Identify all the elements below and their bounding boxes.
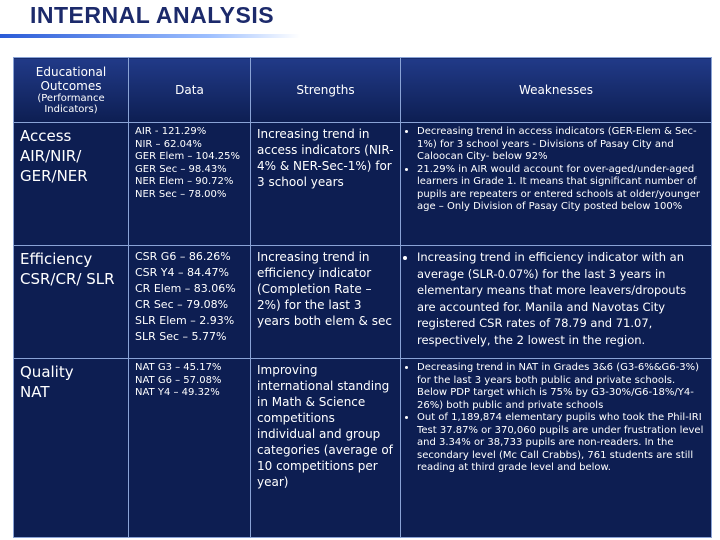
data-line: AIR - 121.29% bbox=[135, 126, 207, 137]
weakness-list: Decreasing trend in access indicators (G… bbox=[407, 126, 705, 214]
data-line: NAT G3 – 45.17% bbox=[135, 362, 222, 373]
outcome-line: Efficiency bbox=[20, 250, 93, 268]
weakness-item: Out of 1,189,874 elementary pupils who t… bbox=[417, 412, 705, 475]
weakness-list: Increasing trend in efficiency indicator… bbox=[407, 249, 705, 348]
data-line: NER Elem – 90.72% bbox=[135, 176, 234, 187]
header-note: (Performance Indicators) bbox=[37, 93, 105, 115]
weakness-item: Decreasing trend in access indicators (G… bbox=[417, 126, 705, 164]
analysis-table: Educational Outcomes (Performance Indicat… bbox=[13, 57, 712, 538]
header-cell: Weaknesses bbox=[400, 57, 712, 123]
data-line: CSR G6 – 86.26% bbox=[135, 250, 231, 263]
table-row: Quality NAT NAT G3 – 45.17% NAT G6 – 57.08%… bbox=[13, 358, 712, 538]
outcome-cell: Efficiency CSR/CR/ SLR bbox=[13, 245, 129, 359]
weakness-list: Decreasing trend in NAT in Grades 3&6 (G… bbox=[407, 362, 705, 475]
outcome-line: GER/NER bbox=[20, 167, 88, 185]
outcome-line: Quality bbox=[20, 363, 74, 381]
weaknesses-cell: Decreasing trend in NAT in Grades 3&6 (G… bbox=[400, 358, 712, 538]
header-cell: Strengths bbox=[250, 57, 401, 123]
header-text: Educational Outcomes bbox=[35, 65, 107, 93]
data-line: GER Elem – 104.25% bbox=[135, 151, 241, 162]
outcome-line: CSR/CR/ SLR bbox=[20, 270, 115, 288]
weakness-item: Increasing trend in efficiency indicator… bbox=[417, 249, 705, 348]
data-line: SLR Elem – 2.93% bbox=[135, 314, 235, 327]
title: INTERNAL ANALYSIS bbox=[30, 2, 275, 28]
weaknesses-cell: Increasing trend in efficiency indicator… bbox=[400, 245, 712, 359]
strengths-cell: Increasing trend in access indicators (N… bbox=[250, 122, 401, 246]
data-line: SLR Sec – 5.77% bbox=[135, 330, 227, 343]
data-cell: NAT G3 – 45.17% NAT G6 – 57.08% NAT Y4 – 4… bbox=[128, 358, 251, 538]
header-cell: Data bbox=[128, 57, 251, 123]
data-line: CSR Y4 – 84.47% bbox=[135, 266, 229, 279]
data-cell: CSR G6 – 86.26% CSR Y4 – 84.47% CR Elem – … bbox=[128, 245, 251, 359]
table-row: Efficiency CSR/CR/ SLR CSR G6 – 86.26% CSR … bbox=[13, 245, 712, 359]
strengths-cell: Increasing trend in efficiency indicator… bbox=[250, 245, 401, 359]
data-line: NAT G6 – 57.08% bbox=[135, 374, 222, 386]
outcome-cell: Access AIR/NIR/GER/NER bbox=[13, 122, 129, 246]
header-cell: Educational Outcomes (Performance Indicat… bbox=[13, 57, 129, 123]
weakness-item: 21.29% in AIR would account for over-age… bbox=[417, 164, 705, 214]
data-line: GER Sec – 98.43% bbox=[135, 163, 227, 175]
outcome-line: Access bbox=[20, 127, 72, 145]
title-rule bbox=[0, 34, 300, 38]
weakness-item: Decreasing trend in NAT in Grades 3&6 (G… bbox=[417, 362, 705, 412]
data-cell: AIR - 121.29% NIR – 62.04% GER Elem – 104.… bbox=[128, 122, 251, 246]
table-row: Access AIR/NIR/GER/NER AIR - 121.29% NIR – … bbox=[13, 122, 712, 246]
data-line: NIR – 62.04% bbox=[135, 138, 202, 150]
data-line: NER Sec – 78.00% bbox=[135, 188, 227, 200]
data-line: CR Sec – 79.08% bbox=[135, 298, 229, 311]
weaknesses-cell: Decreasing trend in access indicators (G… bbox=[400, 122, 712, 246]
data-line: CR Elem – 83.06% bbox=[135, 282, 236, 295]
strengths-cell: Improving international standing in Math… bbox=[250, 358, 401, 538]
data-line: NAT Y4 – 49.32% bbox=[135, 387, 220, 398]
outcome-line: NAT bbox=[20, 383, 50, 401]
outcome-line: AIR/NIR/ bbox=[20, 147, 82, 165]
header-row: Educational Outcomes (Performance Indicat… bbox=[13, 57, 712, 123]
outcome-cell: Quality NAT bbox=[13, 358, 129, 538]
